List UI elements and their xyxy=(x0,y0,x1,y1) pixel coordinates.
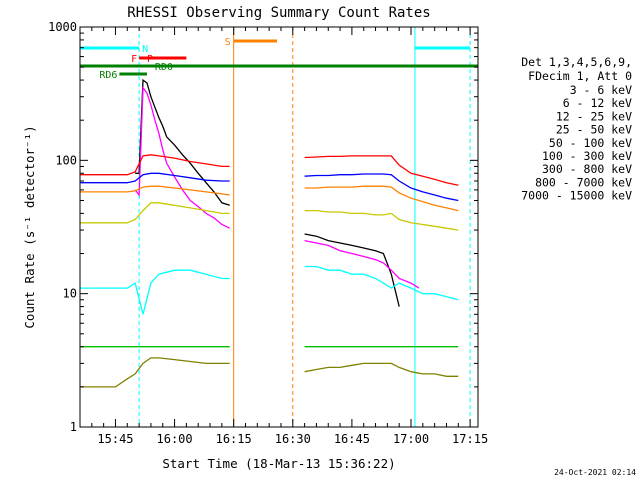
vertical-markers xyxy=(80,27,471,427)
x-tick-label-3: 16:30 xyxy=(275,432,311,446)
y-tick-label-2: 100 xyxy=(55,153,77,167)
legend: Det 1,3,4,5,6,9, FDecim 1, Att 0 3 - 6 k… xyxy=(521,55,632,203)
legend-header-1: Det 1,3,4,5,6,9, xyxy=(521,55,632,69)
x-tick-label-5: 17:00 xyxy=(393,432,429,446)
legend-label-0: 3 - 6 keV xyxy=(570,83,632,97)
series-line-5 xyxy=(80,154,459,186)
footer-date: 24-Oct-2021 02:14 xyxy=(554,468,636,477)
y-tick-label-3: 1000 xyxy=(48,20,77,34)
x-axis-label: Start Time (18-Mar-13 15:36:22) xyxy=(162,456,395,471)
series-line-4 xyxy=(80,202,459,231)
x-tick-label-2: 16:15 xyxy=(216,432,252,446)
plot-frame xyxy=(79,26,479,428)
axis-ticks: 15:45 16:00 16:15 16:30 16:45 17:00 17:15 1 10 10… xyxy=(48,20,488,446)
series-line-8 xyxy=(80,357,459,388)
series-line-0 xyxy=(135,78,400,307)
flag-label-3: P xyxy=(147,54,153,65)
legend-label-3: 25 - 50 keV xyxy=(556,123,632,137)
legend-label-5: 100 - 300 keV xyxy=(542,149,632,163)
y-axis-label: Count Rate (s⁻¹ detector⁻¹) xyxy=(22,125,37,328)
y-tick-label-1: 10 xyxy=(63,287,77,301)
flag-label-5: RD6 xyxy=(99,70,117,81)
legend-label-1: 6 - 12 keV xyxy=(563,96,632,110)
legend-label-7: 800 - 7000 keV xyxy=(535,175,632,189)
legend-label-6: 300 - 800 keV xyxy=(542,162,632,176)
legend-label-4: 50 - 100 keV xyxy=(549,136,632,150)
flag-label-0: N xyxy=(142,44,148,55)
legend-header-2: FDecim 1, Att 0 xyxy=(528,69,632,83)
y-tick-label-0: 1 xyxy=(70,420,77,434)
series-line-7 xyxy=(80,185,459,212)
x-tick-label-1: 16:00 xyxy=(157,432,193,446)
chart-title: RHESSI Observing Summary Count Rates xyxy=(127,5,430,21)
flag-label-4: RD0 xyxy=(155,62,173,73)
series-line-6 xyxy=(80,172,459,202)
x-tick-label-0: 15:45 xyxy=(97,432,133,446)
series-lines xyxy=(80,78,459,388)
series-line-3 xyxy=(80,265,459,315)
series-line-1 xyxy=(134,85,420,289)
flag-label-2: F xyxy=(131,54,137,65)
legend-label-2: 12 - 25 keV xyxy=(556,109,632,123)
x-tick-label-6: 17:15 xyxy=(452,432,488,446)
x-tick-label-4: 16:45 xyxy=(334,432,370,446)
flag-label-1: S xyxy=(225,37,231,48)
legend-label-8: 7000 - 15000 keV xyxy=(521,189,632,203)
